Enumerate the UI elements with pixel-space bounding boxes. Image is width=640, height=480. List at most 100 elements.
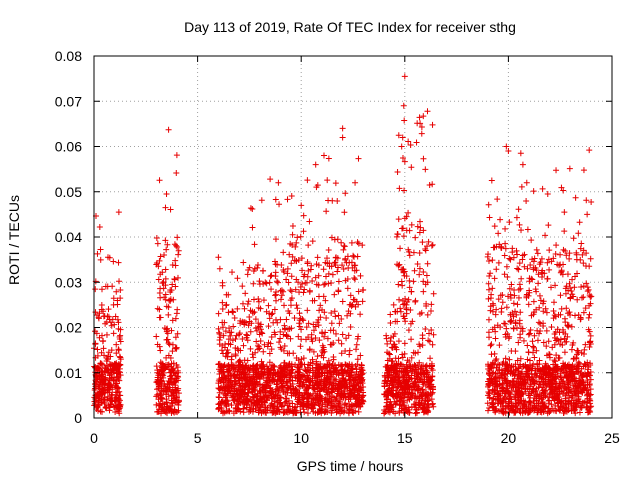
data-point (553, 242, 560, 249)
data-point (401, 187, 408, 194)
data-point (272, 371, 279, 378)
data-point (383, 380, 390, 387)
data-point (430, 290, 437, 297)
data-point (395, 216, 402, 223)
data-point (535, 319, 542, 326)
data-point (387, 390, 394, 397)
data-point (262, 409, 269, 416)
data-point (260, 394, 267, 401)
data-point (308, 336, 315, 343)
data-point (260, 371, 267, 378)
data-point (314, 319, 321, 326)
data-point (156, 257, 163, 264)
data-point (355, 333, 362, 340)
data-point (428, 301, 435, 308)
data-point (167, 286, 174, 293)
data-point (235, 364, 242, 371)
data-point (517, 285, 524, 292)
data-point (166, 407, 173, 414)
data-point (486, 334, 493, 341)
data-point (117, 392, 124, 399)
data-point (531, 354, 538, 361)
data-point (228, 372, 235, 379)
data-point (503, 263, 510, 270)
data-point (286, 251, 293, 258)
data-point (259, 370, 266, 377)
data-point (514, 325, 521, 332)
data-point (588, 293, 595, 300)
data-point (568, 346, 575, 353)
data-point (487, 363, 494, 370)
data-point (232, 352, 239, 359)
data-point (407, 320, 414, 327)
data-point (347, 292, 354, 299)
data-point (347, 310, 354, 317)
data-point (345, 332, 352, 339)
data-point (164, 241, 171, 248)
data-point (112, 389, 119, 396)
data-point (428, 326, 435, 333)
data-point (250, 354, 257, 361)
data-point (169, 366, 176, 373)
data-point (497, 398, 504, 405)
data-point (219, 306, 226, 313)
data-point (320, 266, 327, 273)
data-point (382, 391, 389, 398)
data-point (331, 291, 338, 298)
data-point (424, 279, 431, 286)
data-point (251, 399, 258, 406)
data-point (417, 365, 424, 372)
data-point (399, 351, 406, 358)
data-point (550, 308, 557, 315)
data-point (405, 372, 412, 379)
data-point (107, 383, 114, 390)
data-point (101, 368, 108, 375)
data-point (353, 298, 360, 305)
data-point (561, 209, 568, 216)
y-axis-label: ROTI / TECUs (6, 195, 22, 285)
data-point (262, 389, 269, 396)
data-point (390, 341, 397, 348)
data-point (329, 197, 336, 204)
data-point (394, 363, 401, 370)
data-point (246, 264, 253, 271)
data-point (317, 314, 324, 321)
data-point (253, 338, 260, 345)
data-point (215, 393, 222, 400)
data-point (396, 296, 403, 303)
data-point (357, 311, 364, 318)
data-point (256, 345, 263, 352)
data-point (283, 316, 290, 323)
data-point (238, 388, 245, 395)
data-point (115, 319, 122, 326)
data-point (502, 245, 509, 252)
data-point (417, 224, 424, 231)
data-point (115, 347, 122, 354)
data-point (289, 400, 296, 407)
data-point (247, 328, 254, 335)
data-point (305, 267, 312, 274)
data-point (561, 349, 568, 356)
data-point (335, 312, 342, 319)
data-point (492, 378, 499, 385)
data-point (263, 377, 270, 384)
data-point (270, 403, 277, 410)
data-point (295, 333, 302, 340)
data-point (426, 378, 433, 385)
data-point (333, 393, 340, 400)
data-point (296, 289, 303, 296)
data-point (114, 301, 121, 308)
data-point (283, 380, 290, 387)
data-point (171, 276, 178, 283)
data-point (557, 251, 564, 258)
data-point (487, 307, 494, 314)
data-point (106, 316, 113, 323)
data-point (268, 286, 275, 293)
data-point (502, 376, 509, 383)
data-point (94, 346, 101, 353)
data-point (163, 399, 170, 406)
data-point (428, 365, 435, 372)
data-point (493, 364, 500, 371)
data-point (503, 377, 510, 384)
data-point (347, 323, 354, 330)
